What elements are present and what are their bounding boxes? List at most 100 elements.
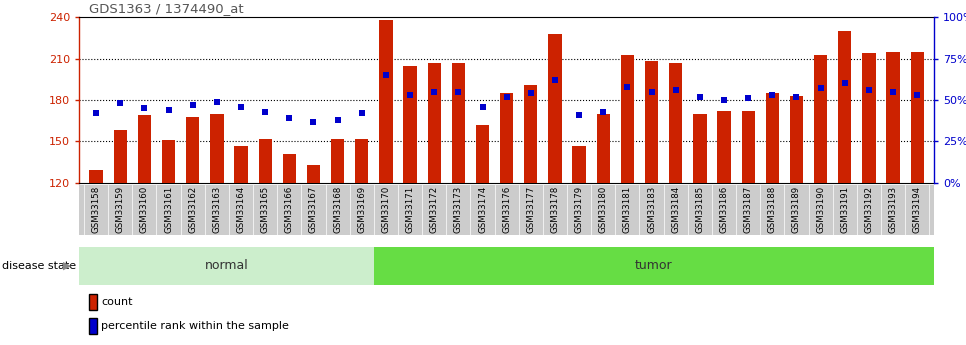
Point xyxy=(619,84,635,90)
Point xyxy=(643,89,659,95)
Point xyxy=(475,104,490,109)
Point xyxy=(595,109,611,115)
Point xyxy=(764,92,780,98)
Point xyxy=(812,86,828,91)
Text: tumor: tumor xyxy=(636,259,672,272)
Text: GSM33164: GSM33164 xyxy=(237,186,245,233)
Point xyxy=(837,81,852,86)
Bar xyxy=(355,139,368,183)
Bar xyxy=(766,93,779,183)
Bar xyxy=(79,247,374,285)
Bar xyxy=(307,165,320,183)
Bar xyxy=(863,53,875,183)
Bar xyxy=(476,125,489,183)
Text: GSM33174: GSM33174 xyxy=(478,186,487,233)
Point xyxy=(354,110,369,116)
Bar xyxy=(573,146,585,183)
Text: GSM33191: GSM33191 xyxy=(840,186,849,233)
Text: GSM33168: GSM33168 xyxy=(333,186,342,233)
Point xyxy=(426,89,441,95)
Text: GSM33184: GSM33184 xyxy=(671,186,680,233)
Point xyxy=(329,117,346,123)
Bar xyxy=(90,170,102,183)
Point xyxy=(523,91,538,96)
Text: GSM33161: GSM33161 xyxy=(164,186,173,233)
Bar xyxy=(452,63,465,183)
Text: GSM33173: GSM33173 xyxy=(454,186,463,233)
Point xyxy=(305,119,321,124)
Bar xyxy=(814,55,827,183)
Bar xyxy=(211,114,223,183)
Text: GSM33172: GSM33172 xyxy=(430,186,439,233)
Point xyxy=(257,109,272,115)
Bar xyxy=(186,117,199,183)
Bar xyxy=(790,96,803,183)
Text: GDS1363 / 1374490_at: GDS1363 / 1374490_at xyxy=(89,2,243,16)
Bar xyxy=(235,146,247,183)
Point xyxy=(909,92,924,98)
Text: GSM33165: GSM33165 xyxy=(261,186,270,233)
Point xyxy=(233,104,248,109)
Text: GSM33188: GSM33188 xyxy=(768,186,777,233)
Bar xyxy=(283,154,296,183)
Bar xyxy=(259,139,271,183)
Text: GSM33171: GSM33171 xyxy=(406,186,414,233)
Text: GSM33178: GSM33178 xyxy=(551,186,559,233)
Point xyxy=(137,106,153,111)
Text: GSM33159: GSM33159 xyxy=(116,186,125,233)
Text: normal: normal xyxy=(205,259,248,272)
Bar xyxy=(331,139,344,183)
Point xyxy=(547,77,562,83)
Point xyxy=(402,92,417,98)
Text: GSM33166: GSM33166 xyxy=(285,186,294,233)
Bar xyxy=(597,114,610,183)
Bar xyxy=(887,52,899,183)
Text: GSM33189: GSM33189 xyxy=(792,186,801,233)
Bar xyxy=(500,93,513,183)
Bar xyxy=(162,140,175,183)
Point xyxy=(716,97,731,103)
Text: GSM33158: GSM33158 xyxy=(92,186,100,233)
Point xyxy=(498,94,514,99)
Text: GSM33163: GSM33163 xyxy=(213,186,221,233)
Text: percentile rank within the sample: percentile rank within the sample xyxy=(101,321,289,331)
Bar xyxy=(645,61,658,183)
Text: GSM33194: GSM33194 xyxy=(913,186,922,233)
Text: GSM33169: GSM33169 xyxy=(357,186,366,233)
Point xyxy=(692,94,707,99)
Point xyxy=(160,107,176,113)
Text: GSM33181: GSM33181 xyxy=(623,186,632,233)
Text: GSM33192: GSM33192 xyxy=(865,186,873,233)
Point xyxy=(378,72,394,78)
Point xyxy=(861,87,876,93)
Text: GSM33180: GSM33180 xyxy=(599,186,608,233)
Bar xyxy=(428,63,440,183)
Text: GSM33167: GSM33167 xyxy=(309,186,318,233)
Text: GSM33170: GSM33170 xyxy=(382,186,390,233)
Bar xyxy=(742,111,754,183)
Point xyxy=(788,94,804,99)
Text: GSM33177: GSM33177 xyxy=(526,186,535,233)
Point xyxy=(885,89,900,95)
Text: GSM33183: GSM33183 xyxy=(647,186,656,233)
Point xyxy=(740,96,755,101)
Text: count: count xyxy=(101,297,133,307)
Text: disease state: disease state xyxy=(2,261,76,270)
Text: ▶: ▶ xyxy=(64,261,71,270)
Bar xyxy=(621,55,634,183)
Point xyxy=(282,116,298,121)
Point xyxy=(185,102,201,108)
Point xyxy=(668,87,683,93)
Text: GSM33185: GSM33185 xyxy=(696,186,704,233)
Text: GSM33179: GSM33179 xyxy=(575,186,583,233)
Point xyxy=(571,112,586,118)
Point xyxy=(89,110,103,116)
Bar xyxy=(138,115,151,183)
Text: GSM33193: GSM33193 xyxy=(889,186,897,233)
Bar xyxy=(549,34,561,183)
Text: GSM33160: GSM33160 xyxy=(140,186,149,233)
Point xyxy=(209,99,224,105)
Text: GSM33190: GSM33190 xyxy=(816,186,825,233)
Bar xyxy=(114,130,127,183)
Bar xyxy=(380,20,392,183)
